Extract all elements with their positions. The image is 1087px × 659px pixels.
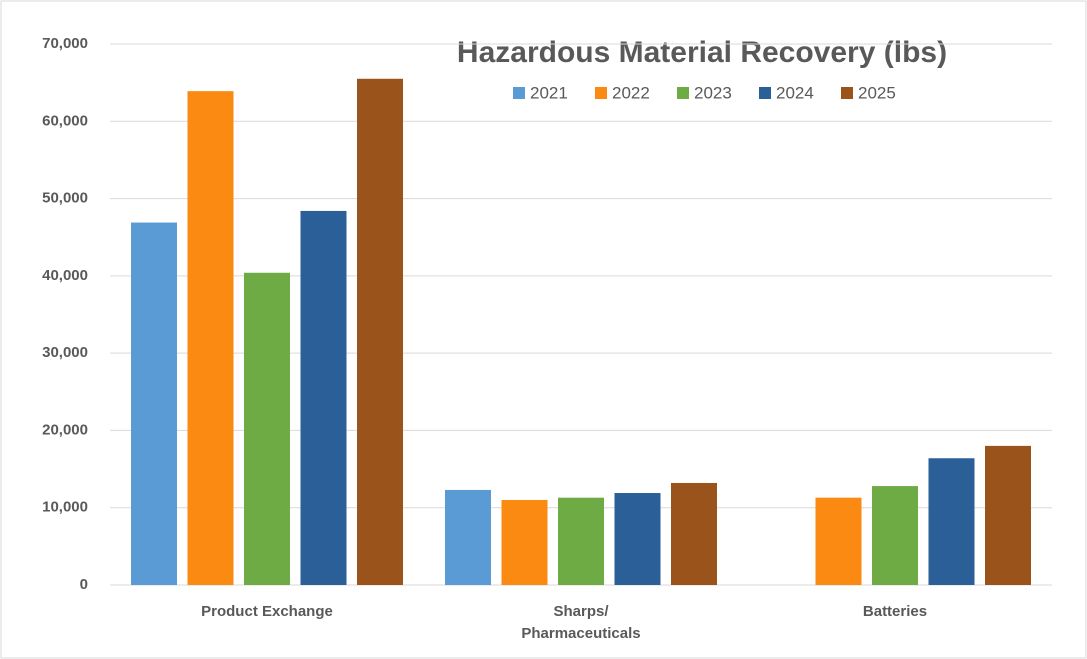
x-tick-label: Batteries [862, 603, 928, 620]
legend-swatch [841, 87, 853, 99]
legend-label: 2021 [530, 83, 568, 102]
legend-label: 2023 [694, 83, 732, 102]
chart-title: Hazardous Material Recovery (lbs) [457, 36, 947, 69]
legend-swatch [595, 87, 607, 99]
bar [815, 497, 862, 585]
x-tick-label: Sharps/ Pharmaceuticals [521, 603, 641, 642]
legend-label: 2025 [858, 83, 896, 102]
bar [558, 497, 604, 585]
legend-swatch [759, 87, 771, 99]
bar [985, 445, 1031, 585]
bar [872, 486, 918, 585]
legend-swatch [513, 87, 525, 99]
y-tick-label: 0 [80, 576, 88, 593]
bar [357, 78, 403, 586]
legend-swatch [677, 87, 689, 99]
bar [300, 210, 347, 586]
bar [187, 91, 234, 585]
y-tick-label: 30,000 [42, 344, 88, 361]
legend-label: 2022 [612, 83, 650, 102]
y-tick-label: 50,000 [42, 190, 88, 207]
y-tick-label: 70,000 [42, 35, 88, 52]
y-tick-label: 40,000 [42, 267, 88, 284]
bar [614, 493, 661, 585]
bar [244, 272, 290, 585]
bar [131, 222, 177, 585]
bar [928, 458, 975, 585]
x-tick-label: Product Exchange [201, 603, 333, 620]
bar [445, 489, 491, 585]
y-tick-label: 20,000 [42, 421, 88, 438]
bar [501, 499, 548, 585]
y-tick-label: 60,000 [42, 112, 88, 129]
legend-label: 2024 [776, 83, 814, 102]
bar [671, 482, 717, 585]
y-tick-label: 10,000 [42, 499, 88, 516]
